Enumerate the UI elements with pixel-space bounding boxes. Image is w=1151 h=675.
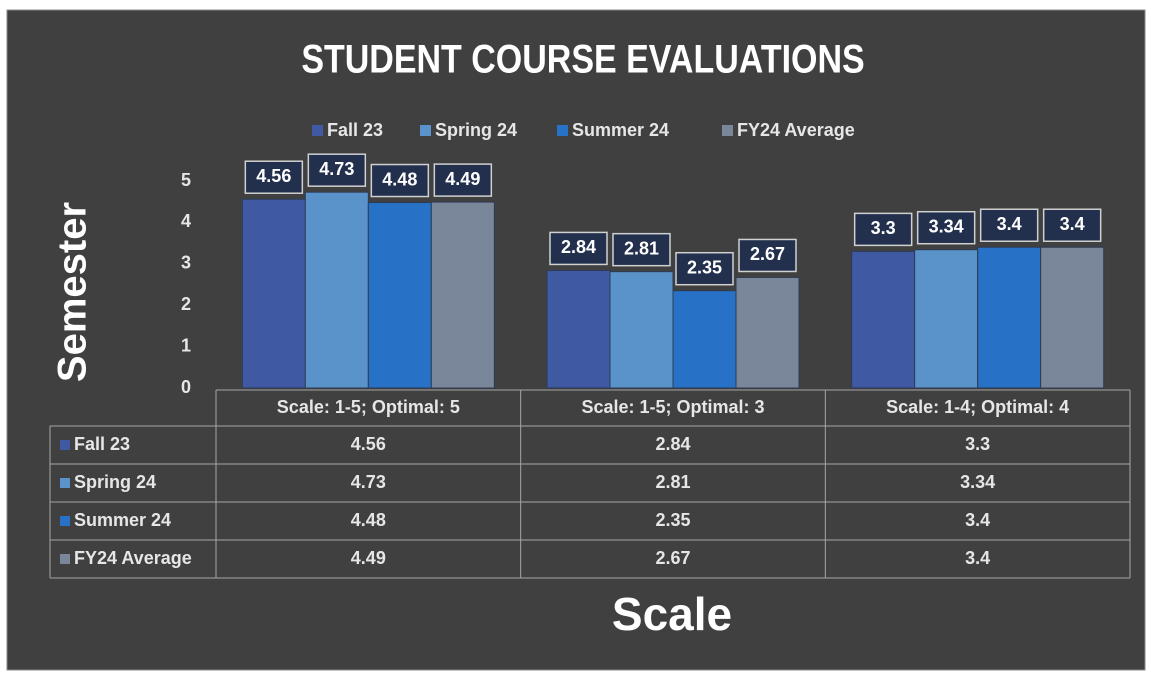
table-swatch (60, 516, 70, 526)
legend-label: FY24 Average (737, 120, 855, 140)
bar (1040, 246, 1105, 389)
data-label: 2.81 (624, 238, 659, 258)
legend-label: Spring 24 (435, 120, 517, 140)
legend-swatch (420, 125, 431, 136)
chart-title: STUDENT COURSE EVALUATIONS (301, 36, 864, 81)
data-label-box (244, 160, 304, 194)
x-tick-label: Scale: 1-5; Optimal: 5 (277, 397, 460, 417)
bar (672, 290, 737, 389)
table-row-label: Fall 23 (74, 434, 130, 454)
table-cell: 2.84 (655, 434, 690, 454)
table-cell: 3.34 (960, 472, 995, 492)
x-tick-label: Scale: 1-5; Optimal: 3 (581, 397, 764, 417)
table-cell: 4.73 (351, 472, 386, 492)
table-cell: 2.81 (655, 472, 690, 492)
data-label-box (853, 212, 913, 247)
data-label-box (916, 210, 976, 245)
data-label-box (1042, 208, 1102, 242)
x-tick-label: Scale: 1-4; Optimal: 4 (886, 397, 1069, 417)
bar (546, 269, 611, 389)
y-tick-label: 5 (181, 170, 191, 190)
bar (914, 249, 979, 389)
y-tick-label: 2 (181, 294, 191, 314)
bar (851, 250, 916, 389)
bar (367, 202, 432, 389)
y-axis-title: Semester (51, 202, 95, 382)
data-label-box (612, 232, 671, 267)
table-swatch (60, 554, 70, 564)
bar (977, 246, 1042, 389)
bar (735, 276, 800, 389)
bar (241, 198, 306, 389)
data-label: 3.34 (929, 216, 964, 236)
legend-label: Fall 23 (327, 120, 383, 140)
table-row-label: Summer 24 (74, 510, 171, 530)
data-label-box (738, 238, 797, 273)
table-cell: 4.49 (351, 548, 386, 568)
y-tick-label: 4 (181, 211, 191, 231)
data-label: 4.48 (382, 169, 417, 189)
x-axis-title: Scale (612, 588, 732, 640)
data-label-box (307, 153, 367, 187)
data-label: 2.35 (687, 257, 722, 277)
y-tick-label: 0 (181, 377, 191, 397)
data-label: 4.56 (256, 166, 291, 186)
y-tick-label: 3 (181, 253, 191, 273)
data-label: 3.4 (1060, 214, 1085, 234)
bar (430, 201, 495, 389)
table-cell: 2.35 (655, 510, 690, 530)
table-cell: 3.4 (965, 548, 990, 568)
table-row-label: Spring 24 (74, 472, 156, 492)
bar (304, 191, 369, 389)
data-label: 4.73 (319, 159, 354, 179)
data-label-box (979, 208, 1039, 242)
table-cell: 4.48 (351, 510, 386, 530)
legend-label: Summer 24 (572, 120, 669, 140)
y-tick-label: 1 (181, 335, 191, 355)
table-cell: 2.67 (655, 548, 690, 568)
table-swatch (60, 478, 70, 488)
data-label-box (549, 231, 608, 266)
bar (609, 271, 674, 389)
table-row-label: FY24 Average (74, 548, 192, 568)
data-label-box (675, 251, 734, 286)
data-label: 2.67 (750, 244, 785, 264)
table-cell: 4.56 (351, 434, 386, 454)
table-cell: 3.4 (965, 510, 990, 530)
legend-swatch (722, 125, 733, 136)
data-label-box (433, 163, 493, 197)
data-label: 3.3 (871, 218, 896, 238)
legend-swatch (557, 125, 568, 136)
data-label: 4.49 (445, 169, 480, 189)
table-grid (49, 389, 1131, 579)
data-label: 2.84 (561, 237, 596, 257)
table-swatch (60, 440, 70, 450)
table-cell: 3.3 (965, 434, 990, 454)
legend-swatch (312, 125, 323, 136)
data-label: 3.4 (997, 214, 1022, 234)
data-label-box (370, 163, 430, 198)
